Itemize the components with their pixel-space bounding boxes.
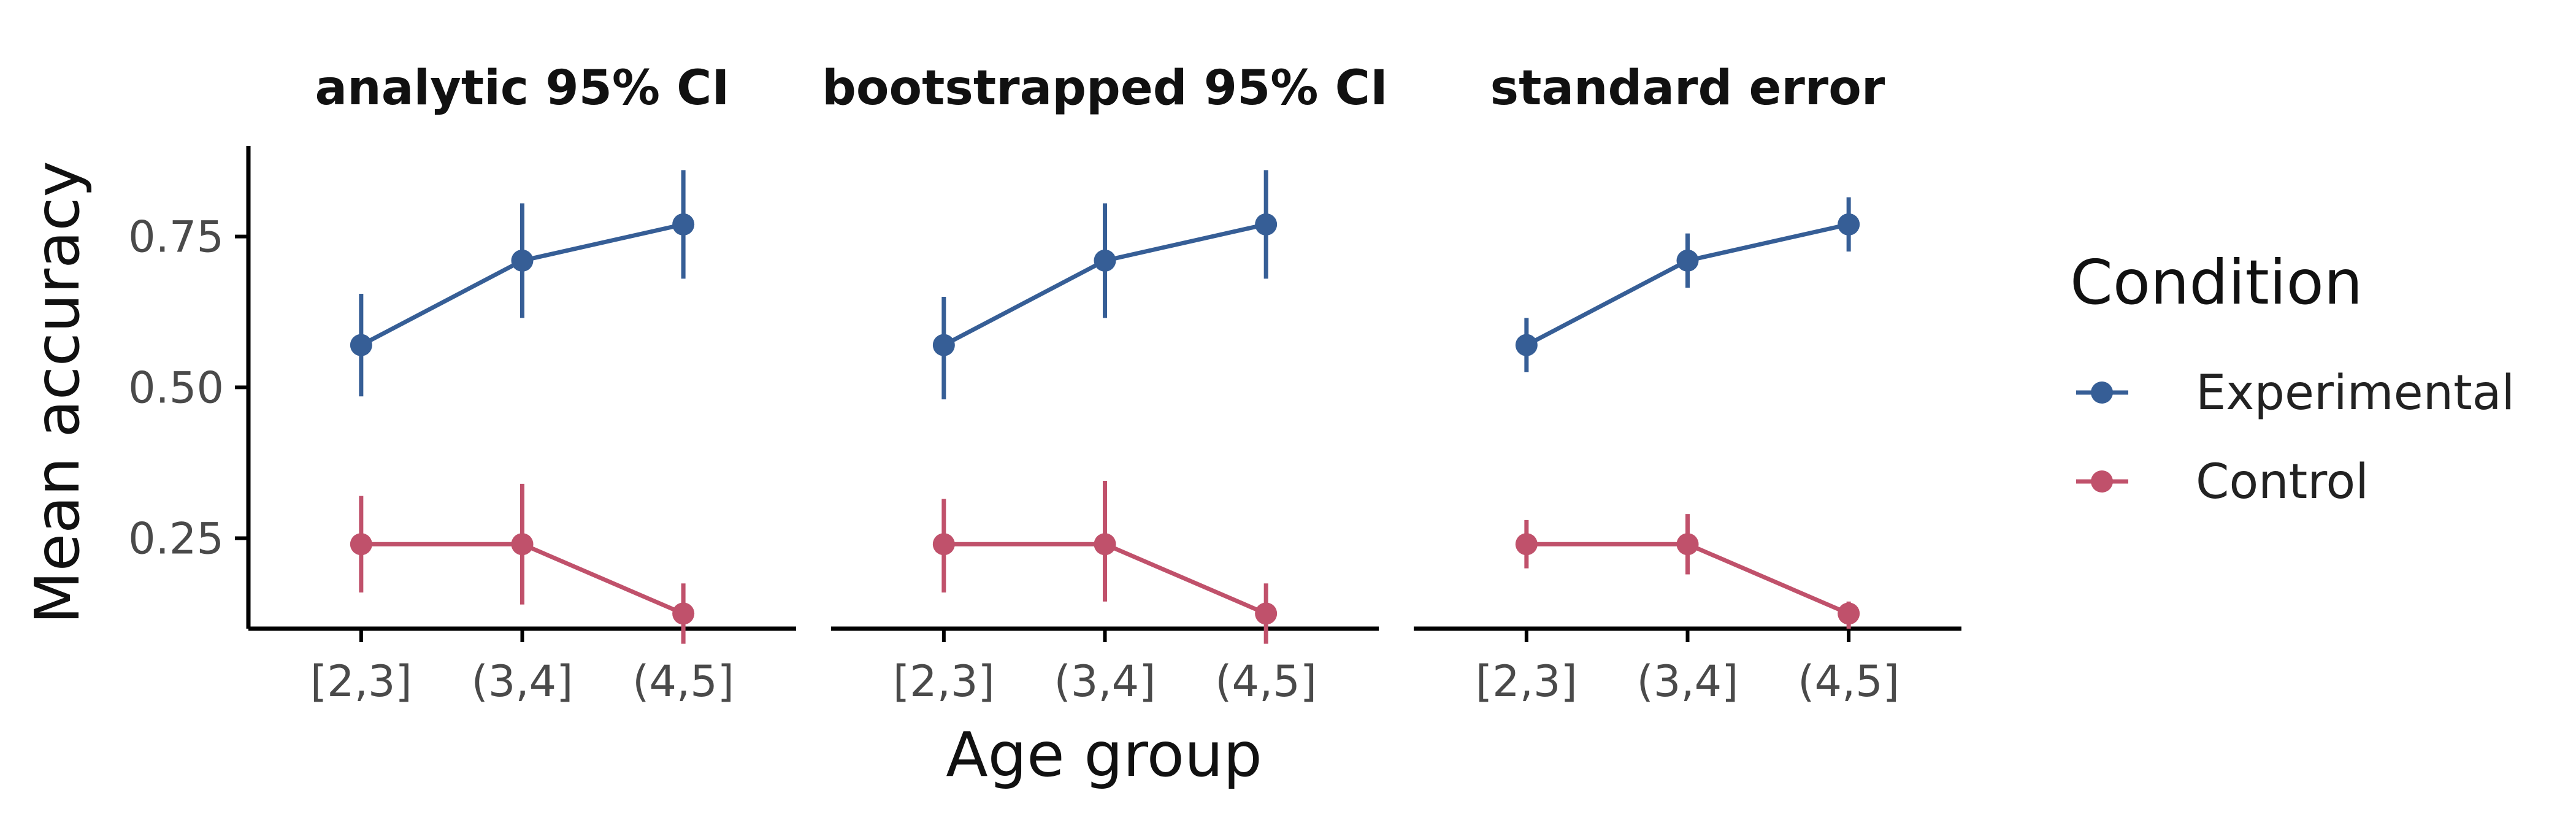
legend-entry: Control: [2076, 454, 2369, 510]
x-axis-title: Age group: [946, 719, 1262, 791]
data-point: [1676, 533, 1699, 556]
x-tick-label: [2,3]: [1476, 656, 1577, 707]
y-tick-label: 0.50: [128, 363, 224, 413]
panel: analytic 95% CI [2,3] (3,4] (4,5]: [248, 61, 796, 707]
legend: Condition Experimental Control: [2070, 247, 2515, 510]
data-point: [350, 533, 372, 556]
panel-title: analytic 95% CI: [315, 61, 730, 116]
series-experimental: [1515, 197, 1860, 372]
data-point: [350, 334, 372, 356]
data-point: [1838, 213, 1860, 236]
series-experimental: [932, 170, 1278, 400]
x-tick-label: (3,4]: [1054, 656, 1156, 707]
data-point: [1515, 533, 1538, 556]
y-axis: 0.25 0.50 0.75: [128, 146, 251, 629]
series-control: [1515, 514, 1860, 629]
data-point: [1255, 213, 1278, 236]
legend-entry: Experimental: [2076, 366, 2515, 421]
legend-title: Condition: [2070, 247, 2363, 318]
series-experimental: [350, 170, 695, 397]
legend-label: Control: [2196, 454, 2369, 510]
data-point: [1838, 602, 1860, 625]
data-point: [1255, 602, 1278, 625]
data-point: [1676, 249, 1699, 272]
panel: standard error [2,3] (3,4] (4,5]: [1414, 61, 1961, 707]
data-point: [511, 249, 534, 272]
panel-title: standard error: [1490, 61, 1885, 116]
data-point: [511, 533, 534, 556]
data-point: [672, 213, 695, 236]
panel-title: bootstrapped 95% CI: [822, 61, 1388, 116]
data-point: [932, 533, 955, 556]
y-tick-label: 0.25: [128, 513, 224, 564]
data-point: [1094, 249, 1116, 272]
x-tick-label: [2,3]: [310, 656, 412, 707]
x-tick-label: [2,3]: [893, 656, 995, 707]
y-tick-label: 0.75: [128, 212, 224, 263]
x-tick-label: (3,4]: [472, 656, 573, 707]
x-tick-label: (4,5]: [1798, 656, 1899, 707]
legend-key-point: [2091, 470, 2113, 493]
series-control: [932, 480, 1278, 644]
data-point: [672, 602, 695, 625]
legend-key-point: [2091, 381, 2113, 404]
legend-label: Experimental: [2196, 366, 2515, 421]
y-axis-title: Mean accuracy: [21, 161, 93, 624]
x-tick-label: (3,4]: [1637, 656, 1739, 707]
x-tick-label: (4,5]: [632, 656, 734, 707]
series-control: [350, 483, 695, 644]
data-point: [932, 334, 955, 356]
data-point: [1094, 533, 1116, 556]
x-tick-label: (4,5]: [1215, 656, 1317, 707]
data-point: [1515, 334, 1538, 356]
panels: analytic 95% CI[2,3] (3,4] (4,5]bootstrapp…: [248, 61, 1961, 707]
panel: bootstrapped 95% CI [2,3] (3,4] (4,5]: [822, 61, 1388, 707]
